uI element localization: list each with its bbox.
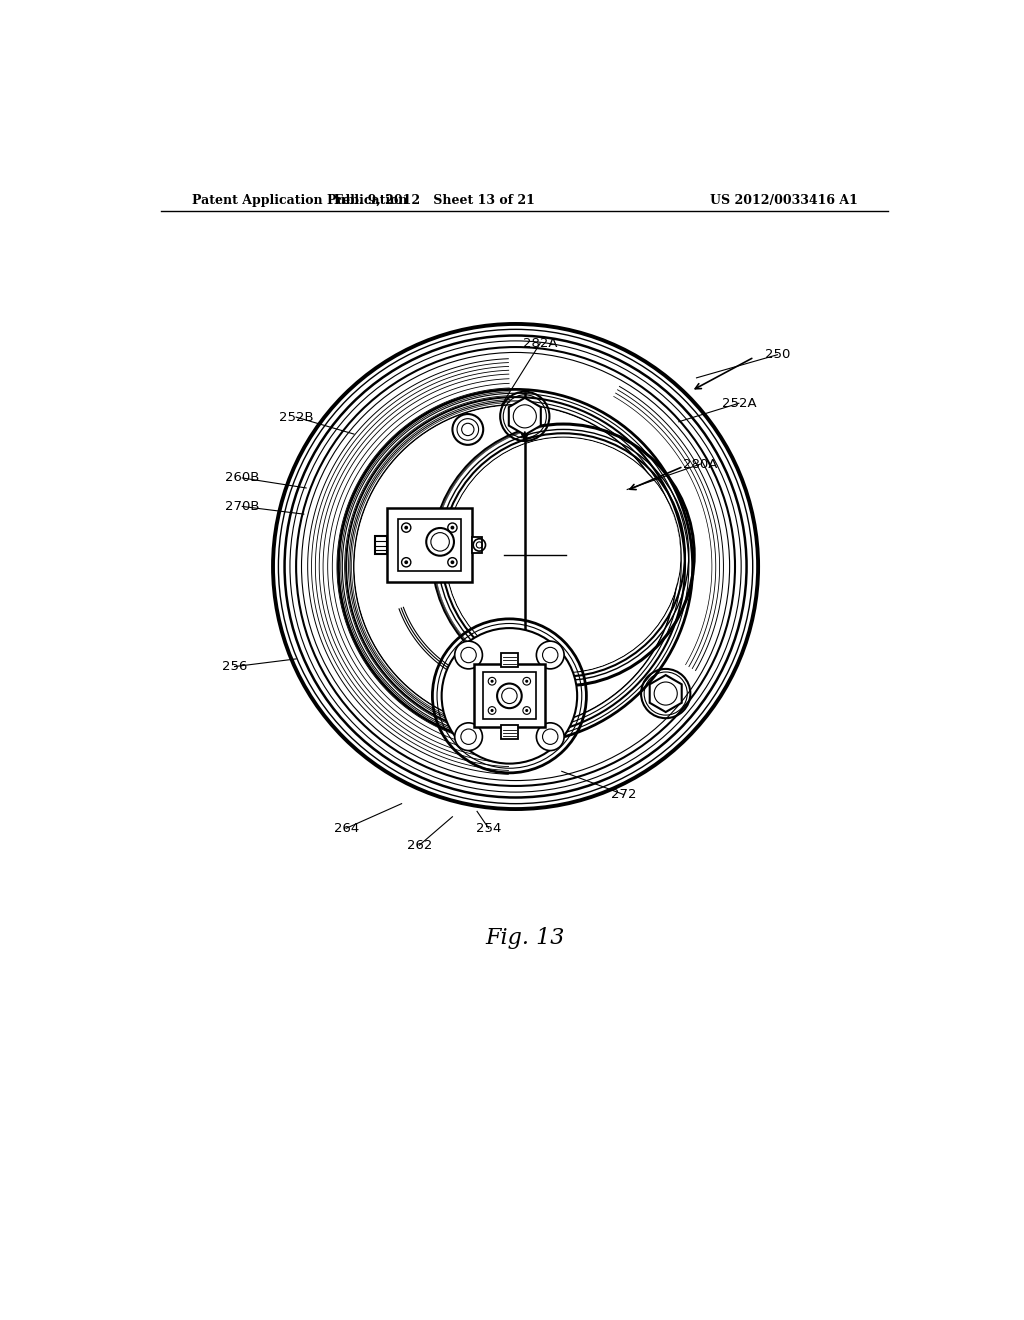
Circle shape	[404, 561, 409, 564]
Text: Feb. 9, 2012   Sheet 13 of 21: Feb. 9, 2012 Sheet 13 of 21	[334, 194, 536, 207]
Text: Fig. 13: Fig. 13	[485, 927, 564, 949]
Circle shape	[451, 525, 455, 529]
FancyBboxPatch shape	[375, 536, 387, 554]
FancyBboxPatch shape	[501, 725, 518, 739]
Text: 270B: 270B	[225, 500, 259, 513]
Text: 280A: 280A	[683, 458, 718, 471]
Text: Patent Application Publication: Patent Application Publication	[193, 194, 408, 207]
Polygon shape	[649, 675, 682, 711]
Circle shape	[455, 642, 482, 669]
FancyBboxPatch shape	[397, 519, 461, 570]
Text: US 2012/0033416 A1: US 2012/0033416 A1	[710, 194, 857, 207]
Circle shape	[354, 405, 677, 727]
Text: 252A: 252A	[722, 397, 756, 409]
Circle shape	[455, 723, 482, 751]
FancyBboxPatch shape	[474, 664, 545, 727]
FancyBboxPatch shape	[483, 672, 536, 719]
Text: 254: 254	[476, 822, 502, 834]
FancyBboxPatch shape	[472, 537, 482, 553]
Text: 262: 262	[407, 838, 432, 851]
Text: 256: 256	[222, 660, 247, 673]
Text: 264: 264	[334, 822, 358, 834]
Text: 260B: 260B	[225, 471, 259, 484]
Circle shape	[537, 642, 564, 669]
Text: 282A: 282A	[523, 337, 557, 350]
Circle shape	[451, 561, 455, 564]
Circle shape	[441, 628, 578, 763]
Circle shape	[525, 680, 528, 682]
Circle shape	[446, 438, 680, 672]
Polygon shape	[509, 397, 541, 434]
FancyBboxPatch shape	[387, 508, 472, 582]
FancyBboxPatch shape	[501, 653, 518, 667]
Text: 272: 272	[610, 788, 636, 801]
Circle shape	[525, 709, 528, 711]
Circle shape	[537, 723, 564, 751]
Circle shape	[404, 525, 409, 529]
Text: 252B: 252B	[279, 411, 313, 424]
Circle shape	[490, 680, 494, 682]
Text: 250: 250	[765, 348, 791, 362]
Circle shape	[490, 709, 494, 711]
